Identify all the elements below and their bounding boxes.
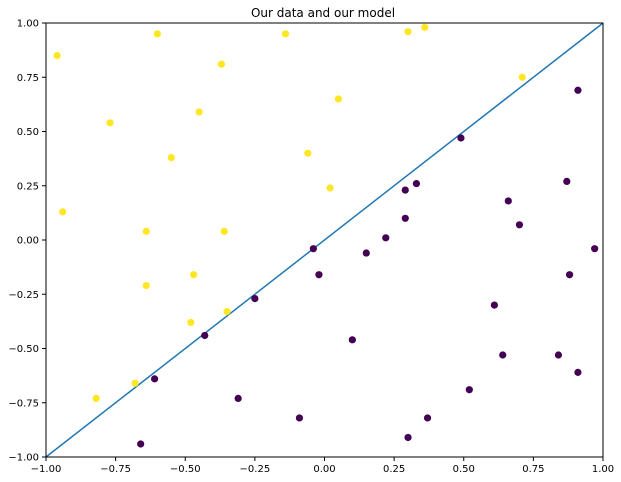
data-point xyxy=(423,414,432,422)
data-point xyxy=(465,386,473,394)
data-point xyxy=(315,271,323,279)
data-point xyxy=(490,301,498,309)
data-point xyxy=(220,227,228,235)
x-tick-label: 1.00 xyxy=(592,464,614,475)
chart-title: Our data and our model xyxy=(251,6,395,20)
data-point xyxy=(153,30,161,38)
data-point xyxy=(251,294,259,303)
data-point xyxy=(131,379,139,387)
y-axis-ticks: −1.00 −0.75 −0.50 −0.25 0.00 0.25 0.50 0.75 1.00 xyxy=(8,19,46,464)
data-point xyxy=(142,227,150,235)
data-point xyxy=(201,331,209,340)
data-point xyxy=(574,86,582,94)
x-tick-label: 0.75 xyxy=(522,464,544,475)
data-point xyxy=(142,281,150,290)
y-tick-label: −0.75 xyxy=(8,398,39,409)
data-point xyxy=(187,318,195,327)
y-tick-label: 0.25 xyxy=(17,181,39,192)
data-point xyxy=(281,30,290,38)
data-point xyxy=(195,108,203,116)
data-points-layer xyxy=(53,23,599,448)
y-tick-label: 0.75 xyxy=(17,73,39,84)
data-point xyxy=(563,177,571,186)
data-point xyxy=(404,28,412,36)
data-point xyxy=(404,433,412,442)
data-point xyxy=(401,186,409,194)
y-tick-label: 1.00 xyxy=(17,19,39,30)
data-point xyxy=(106,119,114,127)
data-point xyxy=(401,214,409,222)
data-point xyxy=(515,221,524,229)
y-tick-label: 0.00 xyxy=(17,236,39,247)
data-point xyxy=(92,394,100,403)
data-point xyxy=(499,351,507,359)
data-point xyxy=(59,208,67,216)
data-point xyxy=(334,95,343,103)
x-tick-label: 0.50 xyxy=(453,464,475,475)
model-line xyxy=(46,23,603,457)
data-point xyxy=(457,134,465,142)
data-point xyxy=(137,440,145,448)
data-point xyxy=(504,197,512,205)
data-point xyxy=(382,234,390,242)
x-tick-label: −0.25 xyxy=(240,464,271,475)
data-point xyxy=(348,336,356,344)
data-point xyxy=(167,153,175,162)
data-point xyxy=(412,179,421,188)
data-point xyxy=(309,245,317,253)
y-tick-label: −1.00 xyxy=(8,453,39,464)
data-point xyxy=(304,149,312,157)
data-point xyxy=(591,245,599,253)
y-tick-label: 0.50 xyxy=(17,127,39,138)
x-axis-ticks: −1.00 −0.75 −0.50 −0.25 0.00 0.25 0.50 0.75 1.00 xyxy=(31,457,614,475)
data-point xyxy=(234,394,242,403)
x-tick-label: −0.50 xyxy=(170,464,201,475)
data-point xyxy=(295,414,304,422)
y-tick-label: −0.25 xyxy=(8,290,39,301)
data-point xyxy=(190,271,198,279)
data-point xyxy=(53,51,61,60)
data-point xyxy=(554,351,563,359)
x-tick-label: −0.75 xyxy=(100,464,131,475)
data-point xyxy=(421,23,429,31)
data-point xyxy=(574,368,582,376)
model-line-layer xyxy=(46,23,603,457)
y-tick-label: −0.50 xyxy=(8,344,39,355)
data-point xyxy=(565,271,574,279)
data-point xyxy=(151,375,159,383)
data-point xyxy=(326,184,334,192)
x-tick-label: 0.00 xyxy=(313,464,335,475)
data-point xyxy=(518,73,526,81)
data-point xyxy=(217,60,226,68)
data-point xyxy=(223,308,231,316)
data-point xyxy=(362,249,370,257)
x-tick-label: 0.25 xyxy=(383,464,405,475)
x-tick-label: −1.00 xyxy=(31,464,62,475)
